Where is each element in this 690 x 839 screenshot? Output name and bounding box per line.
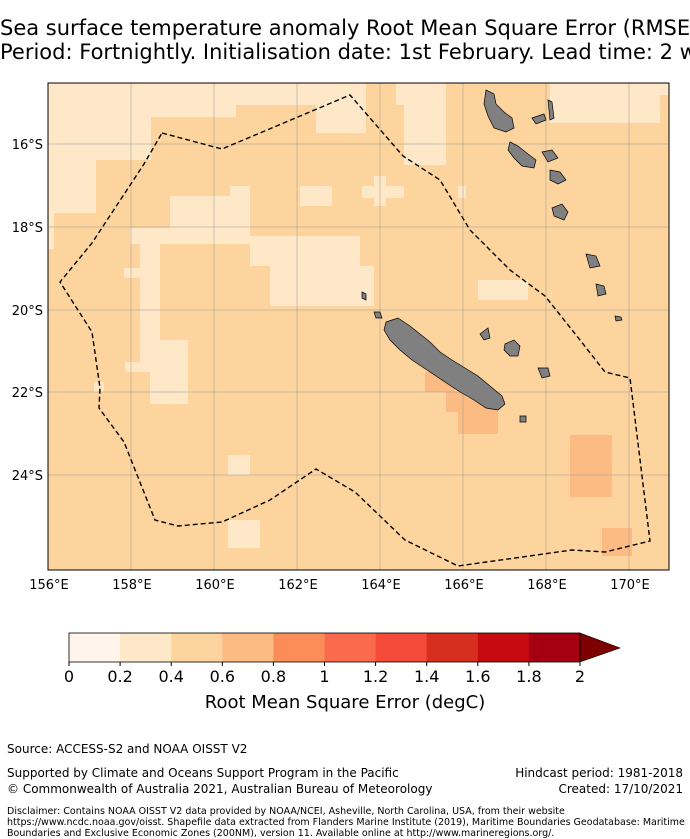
colorbar-segment — [69, 633, 121, 662]
new-caledonia-landmass — [383, 317, 506, 411]
colorbar-label: Root Mean Square Error (degC) — [204, 692, 486, 713]
low-rmse-patches — [48, 83, 669, 548]
colorbar-segment — [171, 633, 223, 662]
colorbar-tick-labels: 0 0.2 0.4 0.6 0.8 1 1.2 1.4 1.6 1.8 2 — [64, 662, 585, 686]
colorbar-tick-label: 2 — [575, 667, 585, 686]
colorbar-tick-label: 1.4 — [414, 667, 439, 686]
longitude-label: 164°E — [361, 578, 401, 593]
map-gridlines — [47, 83, 669, 570]
latitude-label: 22°S — [12, 386, 43, 401]
loyalty-islands-landmass — [479, 327, 551, 379]
latitude-label: 16°S — [12, 138, 43, 153]
vanuatu-landmass-north — [483, 89, 559, 169]
longitude-label: 160°E — [195, 578, 235, 593]
latitude-label: 18°S — [12, 221, 43, 236]
small-reef-islands — [361, 291, 527, 423]
ocean-rmse-field — [48, 83, 669, 570]
colorbar-segments — [69, 633, 581, 662]
colorbar-segment — [273, 633, 325, 662]
colorbar-tick-label: 0.8 — [261, 667, 286, 686]
colorbar-segment — [426, 633, 479, 662]
colorbar-extend-arrow — [579, 632, 621, 663]
latitude-label: 24°S — [12, 469, 43, 484]
colorbar-tick-label: 1 — [319, 667, 329, 686]
colorbar-segment — [120, 633, 172, 662]
colorbar-tick-label: 1.2 — [363, 667, 388, 686]
copyright-text: © Commonwealth of Australia 2021, Austra… — [7, 782, 433, 796]
longitude-label: 156°E — [29, 578, 69, 593]
source-text: Source: ACCESS-S2 and NOAA OISST V2 — [7, 742, 248, 756]
map-frame — [47, 82, 670, 571]
colorbar-segment — [477, 633, 530, 662]
longitude-label: 166°E — [444, 578, 484, 593]
rmse-map: 16°S 18°S 20°S 22°S 24°S 156°E 158°E 160°E 162°… — [12, 82, 670, 593]
supported-text: Supported by Climate and Oceans Support … — [7, 766, 399, 780]
hindcast-period-text: Hindcast period: 1981-2018 — [515, 766, 683, 780]
created-date-text: Created: 17/10/2021 — [558, 782, 683, 796]
eez-boundary-line — [59, 94, 651, 567]
map-title-line2: Period: Fortnightly. Initialisation date… — [0, 40, 690, 64]
latitude-label: 20°S — [12, 304, 43, 319]
colorbar-segment — [324, 633, 377, 662]
high-rmse-patches — [425, 372, 632, 556]
colorbar: 0 0.2 0.4 0.6 0.8 1 1.2 1.4 1.6 1.8 2 — [64, 632, 621, 686]
longitude-label: 170°E — [610, 578, 650, 593]
colorbar-tick-label: 1.8 — [516, 667, 541, 686]
colorbar-segment — [222, 633, 274, 662]
colorbar-tick-label: 0.4 — [158, 667, 183, 686]
longitude-label: 162°E — [278, 578, 318, 593]
landmasses — [361, 89, 623, 423]
colorbar-tick-label: 0 — [64, 667, 74, 686]
disclaimer-text: Disclaimer: Contains NOAA OISST V2 data … — [7, 806, 685, 839]
map-title-line1: Sea surface temperature anomaly Root Mea… — [0, 16, 690, 40]
colorbar-tick-label: 1.6 — [465, 667, 490, 686]
colorbar-tick-label: 0.6 — [210, 667, 235, 686]
vanuatu-landmass-south — [549, 169, 623, 322]
latitude-tick-labels: 16°S 18°S 20°S 22°S 24°S — [12, 138, 43, 484]
colorbar-tick-label: 0.2 — [107, 667, 132, 686]
longitude-label: 168°E — [527, 578, 567, 593]
colorbar-segment — [528, 633, 581, 662]
longitude-tick-labels: 156°E 158°E 160°E 162°E 164°E 166°E 168°E 170°E — [29, 578, 650, 593]
longitude-label: 158°E — [112, 578, 152, 593]
colorbar-segment — [375, 633, 428, 662]
